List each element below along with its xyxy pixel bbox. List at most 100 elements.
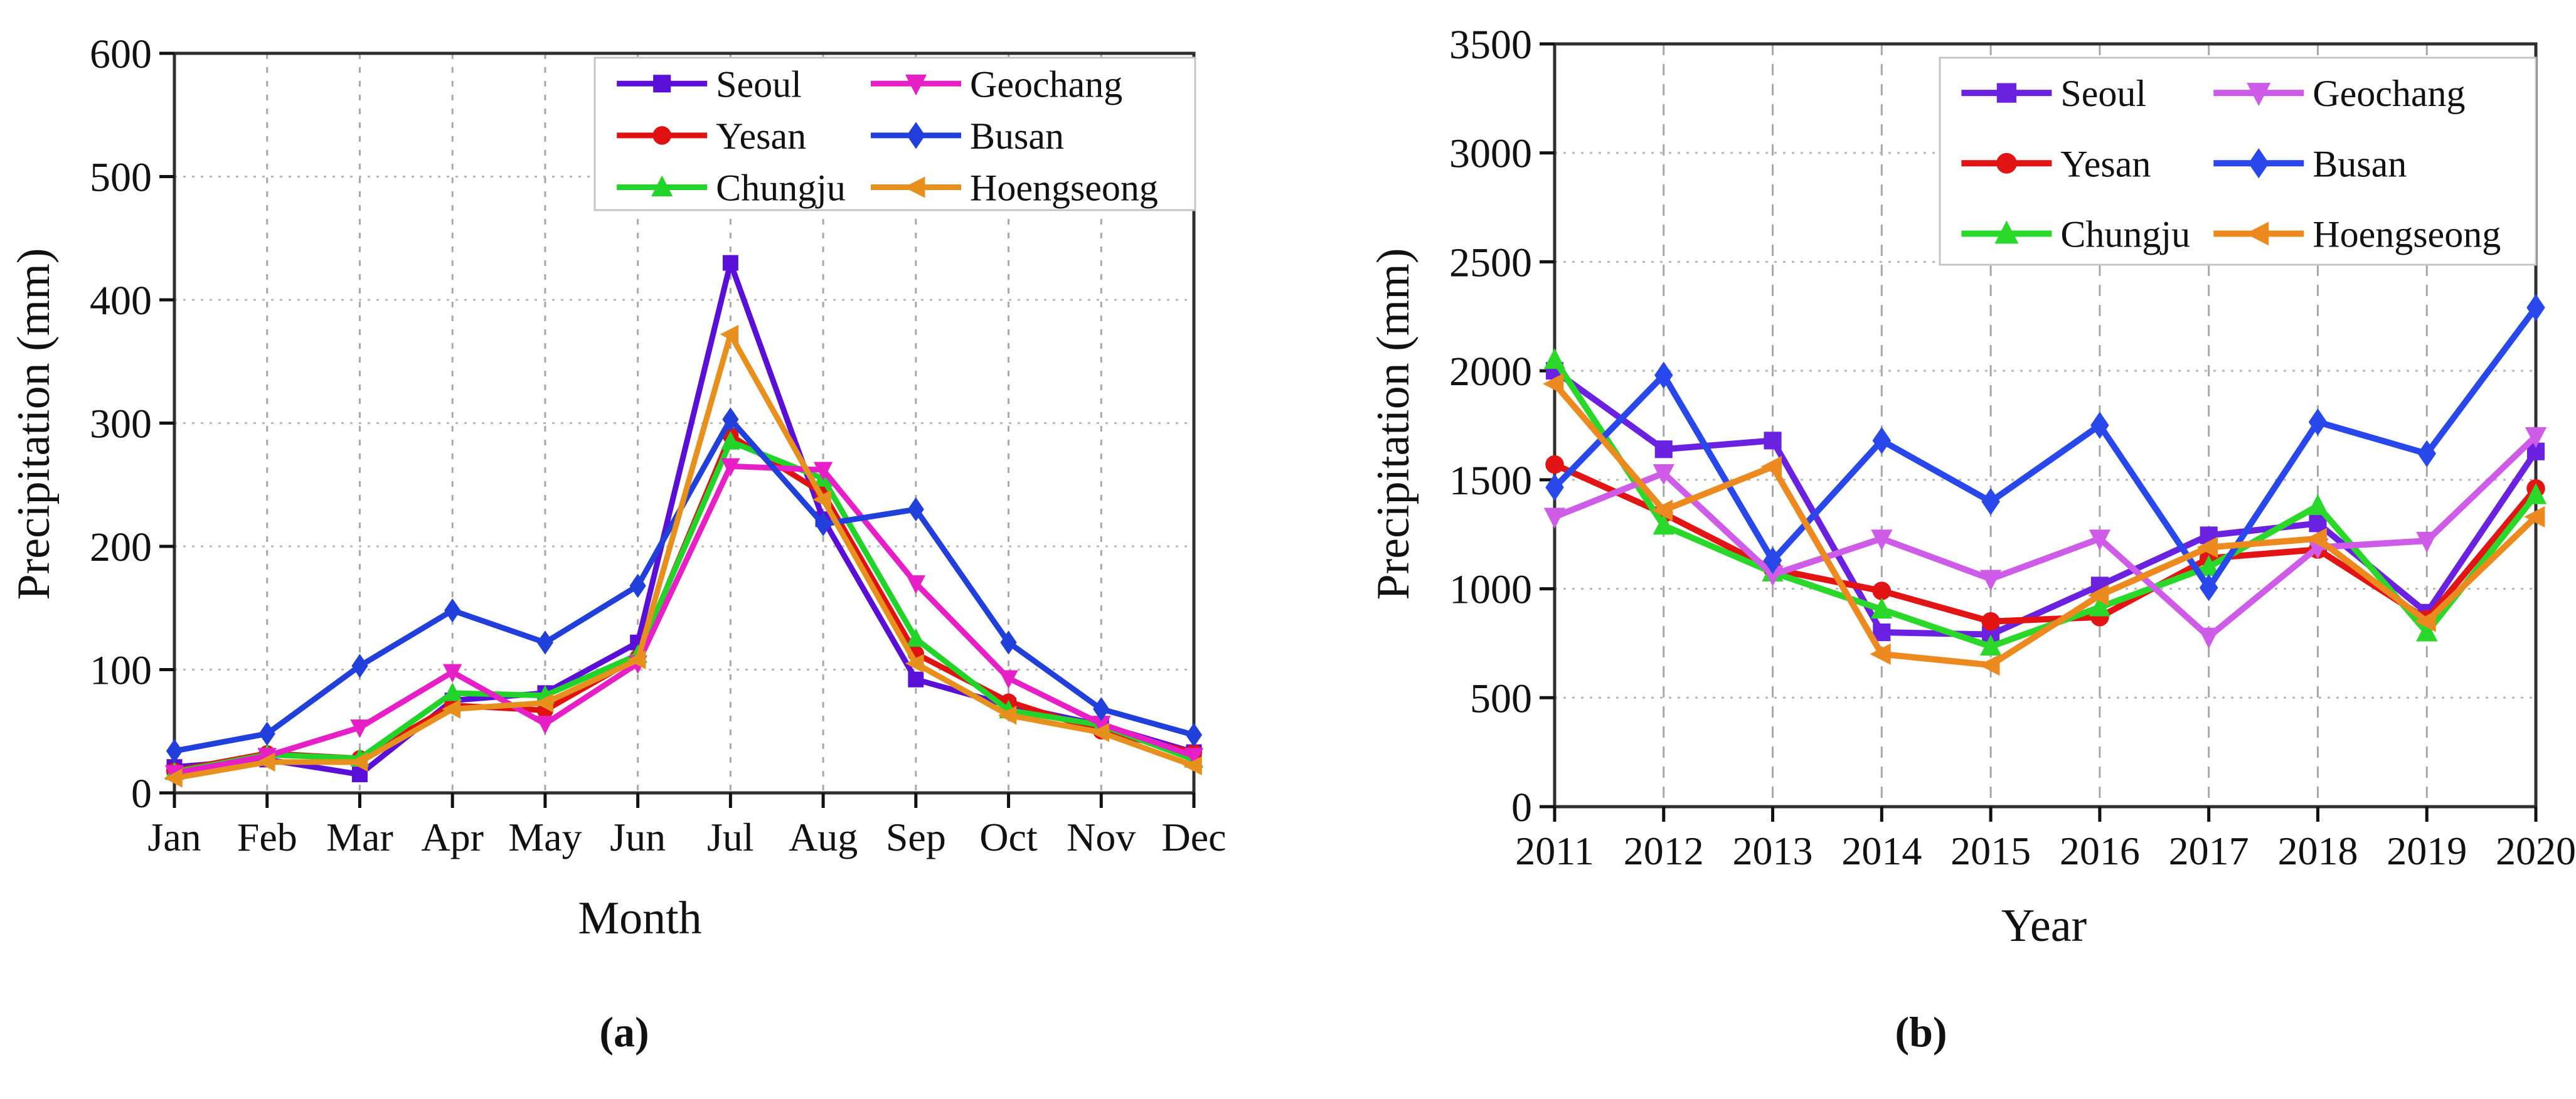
diamond-marker [1763,546,1782,575]
diamond-marker [1545,474,1564,501]
y-tick-label: 0 [1511,785,1532,831]
x-tick-label: 2019 [2387,829,2467,873]
series-line [1551,304,2539,591]
circle-marker [1996,152,2017,174]
square-marker [1654,440,1673,459]
legend-label: Busan [2313,143,2407,184]
diamond-marker [166,738,183,763]
x-tick-label: Feb [237,815,297,859]
triangle-up-marker [651,175,673,196]
panel-a-x-axis-title: Month [578,893,701,944]
x-tick-label: Jun [610,815,666,859]
y-tick-label: 3000 [1449,131,1532,177]
diamond-marker [814,512,832,536]
circle-marker [1872,581,1892,600]
y-tick-label: 600 [90,31,152,77]
circle-marker [1981,612,2000,631]
diamond-marker [2308,408,2328,436]
square-marker [1873,624,1891,642]
square-marker [908,671,924,688]
y-tick-label: 200 [90,524,152,570]
triangle-down-marker [905,74,927,96]
triangle-down-marker [1762,565,1784,587]
triangle-left-marker [164,768,183,788]
triangle-up-marker [2198,555,2220,576]
triangle-left-marker [1979,654,2000,676]
legend-label: Busan [970,115,1064,157]
legend-entry-geochang: Geochang [870,63,1122,105]
legend-a: Seoul Yesan Chungju Geochang Busan Hoengseong [593,56,1196,211]
x-tick-label: Aug [789,815,858,859]
x-tick-label: 2018 [2277,829,2358,873]
triangle-up-marker [1871,597,1893,619]
legend-label: Chungju [2060,214,2190,255]
triangle-left-marker [2087,584,2109,607]
panel-a-caption: (a) [599,1008,649,1056]
x-tick-label: Nov [1067,815,1136,859]
legend-label: Yesan [716,115,806,157]
triangle-left-marker [2415,610,2436,632]
diamond-marker [1093,697,1110,721]
legend-entry-geochang: Geochang [2213,73,2465,114]
x-tick-label: Oct [979,815,1038,859]
triangle-left-marker [905,654,924,673]
y-tick-label: 3500 [1449,22,1532,68]
series-line [171,438,1197,775]
series-hoengseong-b [1543,373,2545,676]
y-tick-label: 500 [90,155,152,201]
diamond-marker [722,407,739,432]
series-yesan-a [166,427,1203,779]
ticks-a: Jan Feb Mar Apr May Jun Jul Aug Sep Oct Nov Dec 0 100… [90,31,1227,859]
series-line [1551,380,2539,669]
legend-label: Hoengseong [970,167,1158,209]
triangle-down-marker [1871,529,1893,551]
triangle-left-marker [1870,643,1891,665]
chart-b: 2011 2012 2013 2014 2015 2016 2017 2018 2019 2020… [1449,22,2576,873]
triangle-up-marker [1543,348,1566,369]
circle-marker [1545,455,1564,474]
legend-entry-hoengseong: Hoengseong [2213,214,2501,255]
x-tick-label: Jan [147,815,201,859]
diamond-marker [351,654,368,678]
triangle-down-marker [2247,83,2271,107]
x-tick-label: Mar [326,815,393,859]
x-tick-label: Sep [886,815,946,859]
y-tick-label: 1500 [1449,458,1532,504]
diamond-marker [629,573,646,598]
triangle-down-marker [813,462,833,480]
legend-label: Seoul [716,63,802,105]
x-tick-label: 2013 [1733,829,1813,873]
diamond-marker [907,122,925,149]
ticks-b: 2011 2012 2013 2014 2015 2016 2017 2018 2019 2020… [1449,22,2576,873]
triangle-down-marker [2416,531,2438,553]
legend-entry-yesan: Yesan [1961,143,2151,184]
triangle-up-marker [1653,513,1674,535]
panel-a-y-axis-title: Precipitation (mm) [8,248,60,600]
legend-entry-busan: Busan [870,115,1064,157]
x-tick-label: 2016 [2060,829,2140,873]
triangle-left-marker [720,324,739,344]
square-marker [1982,625,2000,644]
triangle-left-marker [349,752,368,772]
circle-marker [652,126,671,145]
legend-entry-seoul: Seoul [617,63,802,105]
y-tick-label: 1000 [1449,567,1532,613]
charts: Jan Feb Mar Apr May Jun Jul Aug Sep Oct Nov Dec 0 100… [90,22,2576,873]
diamond-marker [1981,488,2000,516]
triangle-up-marker [2307,494,2329,515]
x-tick-label: May [508,815,582,859]
diamond-marker [2526,294,2545,321]
x-tick-label: 2017 [2169,829,2249,873]
triangle-left-marker [1183,756,1202,775]
triangle-down-marker [721,458,740,477]
legend-label: Geochang [970,63,1122,105]
legend-label: Yesan [2060,143,2151,184]
series-seoul-a [166,255,1202,783]
triangle-left-marker [627,650,646,669]
triangle-up-marker [1980,634,2002,656]
legend-entry-hoengseong: Hoengseong [870,167,1158,209]
triangle-down-marker [350,719,370,738]
triangle-left-marker [2524,506,2545,528]
triangle-down-marker [1980,570,2002,591]
